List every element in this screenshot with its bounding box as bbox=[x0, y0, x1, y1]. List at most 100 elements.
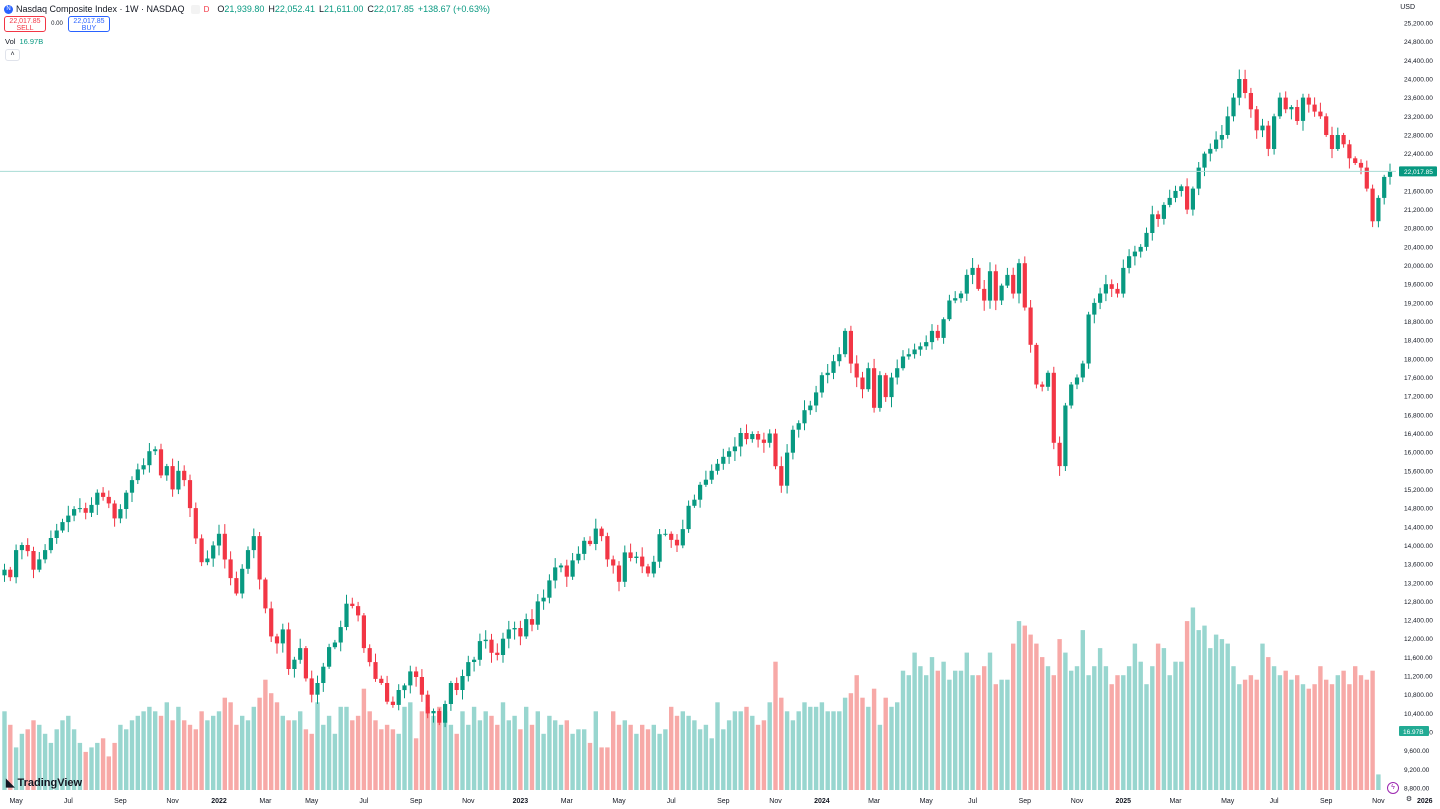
candle-body bbox=[727, 451, 732, 457]
candle-body bbox=[1092, 302, 1097, 315]
volume-bar bbox=[228, 702, 233, 806]
currency-label[interactable]: USD bbox=[1400, 4, 1415, 11]
volume-bar bbox=[1115, 675, 1120, 806]
settings-gear-icon[interactable]: ⚙ bbox=[1405, 796, 1413, 803]
candle bbox=[1121, 259, 1126, 298]
candle bbox=[1306, 93, 1311, 113]
symbol-title[interactable]: Nasdaq Composite Index · 1W · NASDAQ bbox=[16, 4, 185, 14]
price-tick-label: 20,400.00 bbox=[1404, 244, 1433, 251]
lightning-icon[interactable]: ϟ bbox=[1387, 782, 1399, 794]
candle-body bbox=[674, 539, 680, 546]
candle bbox=[1312, 97, 1317, 117]
candle bbox=[489, 633, 494, 663]
sell-button[interactable]: 22,017.85 SELL bbox=[4, 16, 46, 32]
candle-body bbox=[350, 603, 355, 606]
buy-button[interactable]: 22,017.85 BUY bbox=[68, 16, 110, 32]
candle-body bbox=[454, 683, 459, 690]
candle bbox=[1219, 125, 1224, 149]
candle-body bbox=[176, 470, 181, 490]
volume-bar bbox=[1155, 643, 1161, 806]
volume-legend[interactable]: Vol 16.97B bbox=[5, 37, 44, 46]
volume-tag bbox=[1399, 726, 1429, 736]
candle bbox=[124, 490, 129, 519]
volume-bar bbox=[854, 675, 859, 806]
candle-body bbox=[1144, 232, 1149, 247]
candle-body bbox=[379, 678, 384, 683]
candle bbox=[147, 443, 152, 473]
volume-bar bbox=[95, 742, 100, 806]
volume-bar bbox=[761, 720, 767, 806]
volume-bar bbox=[703, 724, 709, 806]
candle-body bbox=[269, 608, 274, 637]
candle bbox=[854, 355, 859, 388]
candle-body bbox=[953, 298, 958, 301]
volume-bar bbox=[1069, 670, 1074, 806]
tradingview-logo[interactable]: ◣ TradingView bbox=[6, 776, 83, 790]
candle-body bbox=[124, 492, 129, 509]
candle-body bbox=[129, 480, 135, 493]
candle-body bbox=[222, 533, 227, 560]
candle-body bbox=[831, 361, 836, 373]
candle bbox=[1202, 151, 1207, 177]
candle-body bbox=[1167, 197, 1172, 205]
candle-body bbox=[993, 271, 998, 301]
volume-bar bbox=[1150, 666, 1155, 806]
candle-body bbox=[274, 636, 280, 644]
price-tick-label: 15,200.00 bbox=[1404, 487, 1433, 494]
candle-body bbox=[640, 556, 645, 567]
volume-bar bbox=[935, 670, 940, 806]
candle-body bbox=[964, 274, 969, 294]
candle-body bbox=[1103, 284, 1108, 294]
price-tag bbox=[1399, 166, 1437, 177]
candle bbox=[727, 447, 732, 464]
time-tick-label: Jul bbox=[667, 798, 676, 805]
price-tick-label: 16,000.00 bbox=[1404, 450, 1433, 457]
candle-body bbox=[1208, 148, 1213, 154]
volume-bar bbox=[1335, 675, 1340, 806]
volume-bar bbox=[1370, 670, 1375, 806]
candle-body bbox=[419, 677, 424, 695]
candle-body bbox=[1353, 158, 1358, 163]
volume-bar bbox=[216, 711, 222, 806]
candle-body bbox=[785, 452, 790, 486]
candle-body bbox=[1248, 93, 1253, 110]
price-tick-label: 19,200.00 bbox=[1404, 300, 1433, 307]
price-axis[interactable]: 25,200.00 24,800.00 24,400.00 24,000.00 23,6… bbox=[1398, 0, 1440, 793]
volume-bar bbox=[958, 670, 964, 806]
candle bbox=[170, 458, 175, 497]
candle bbox=[1005, 267, 1010, 288]
volume-bar bbox=[54, 729, 59, 806]
candle-body bbox=[1237, 79, 1242, 98]
volume-bar bbox=[1167, 675, 1172, 806]
candle-body bbox=[37, 559, 42, 570]
candle-body bbox=[25, 545, 30, 552]
volume-bar bbox=[1045, 666, 1051, 806]
candle-body bbox=[512, 628, 517, 630]
candle bbox=[524, 613, 529, 639]
time-axis[interactable]: May Jul Sep Nov 2022 Mar May Jul Sep Nov 2023 Mar Ma… bbox=[0, 790, 1440, 809]
candle bbox=[2, 563, 7, 582]
candle bbox=[338, 620, 343, 652]
volume-bar bbox=[900, 670, 906, 806]
volume-bar bbox=[182, 720, 187, 806]
candle-body bbox=[425, 694, 430, 714]
candle bbox=[918, 342, 923, 356]
volume-bar bbox=[970, 675, 975, 806]
chevron-up-icon[interactable]: ˄ bbox=[5, 49, 20, 61]
candle bbox=[1034, 342, 1039, 389]
price-tick-label: 21,600.00 bbox=[1404, 188, 1433, 195]
candle-body bbox=[686, 505, 691, 530]
volume-bar bbox=[495, 724, 500, 806]
candle-body bbox=[1306, 97, 1311, 105]
candle bbox=[205, 550, 210, 566]
candle-body bbox=[1086, 314, 1091, 364]
price-tick-label: 20,800.00 bbox=[1404, 226, 1433, 233]
candle bbox=[941, 317, 946, 344]
volume-bar bbox=[413, 738, 419, 806]
volume-bar bbox=[164, 702, 169, 806]
candle-body bbox=[8, 569, 13, 578]
volume-bar bbox=[889, 706, 894, 806]
candle-body bbox=[796, 423, 801, 430]
candle-body bbox=[286, 629, 291, 669]
